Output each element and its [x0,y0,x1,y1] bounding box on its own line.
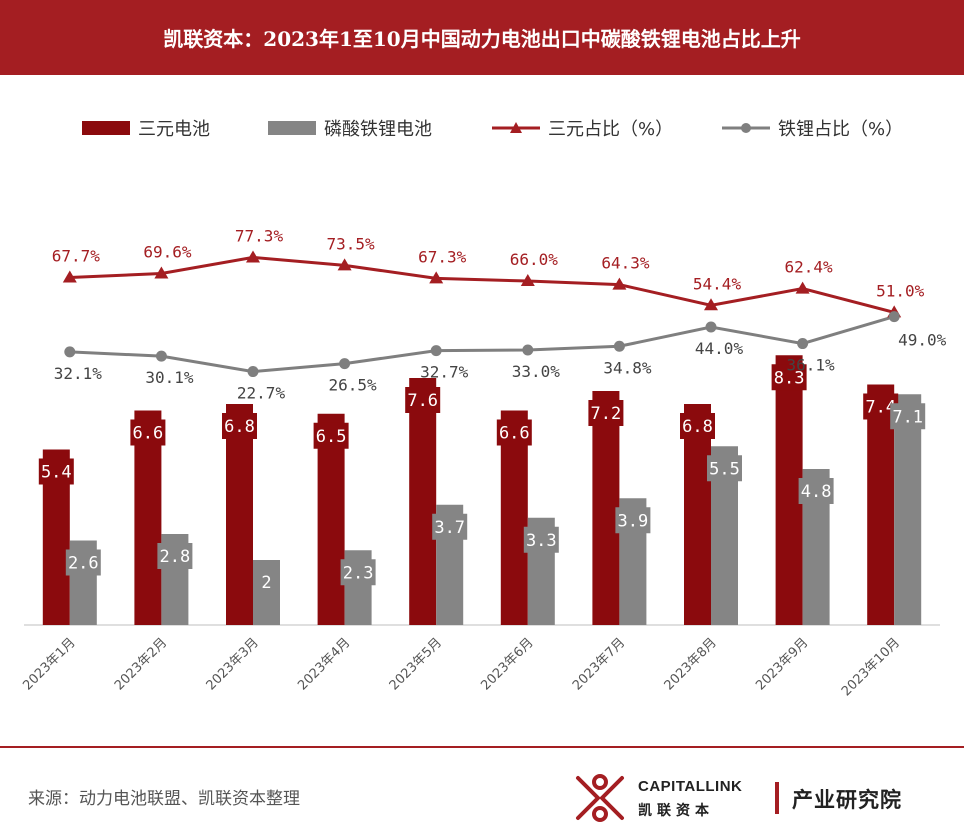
bar-label-ternary-1: 5.4 [41,463,72,483]
line-label-ternary-6: 66.0% [510,250,559,269]
bar-label-lfp-2: 2.8 [160,547,191,567]
legend-item-lfp-share: 铁锂占比（%） [722,112,903,144]
bar-ternary-10 [867,385,894,626]
x-tick-label-10: 2023年10月 [839,635,903,699]
line-label-ternary-3: 77.3% [235,226,284,245]
x-tick-label-8: 2023年8月 [662,635,720,693]
source-note: 来源：动力电池联盟、凯联资本整理 [28,784,300,809]
legend-swatch-lfp-bar [268,121,316,135]
institute-name: 产业研究院 [792,784,902,814]
line-label-lfp-8: 44.0% [695,339,744,358]
bar-label-lfp-10: 7.1 [892,407,923,427]
point-lfp-share-8 [706,322,717,333]
x-tick-label-4: 2023年4月 [295,635,353,693]
x-tick-label-3: 2023年3月 [204,635,262,693]
chart-plot-area: 5.4 2.6 2023年1月 6.6 2.8 2023年2月 6.8 2 2023年3月 6.5… [0,150,964,750]
logo-text-cn: 凯联资本 [638,800,714,820]
bar-label-lfp-9: 4.8 [801,482,832,502]
line-label-lfp-10: 49.0% [898,331,947,350]
line-label-ternary-10: 51.0% [876,281,925,300]
point-lfp-share-1 [64,346,75,357]
bar-label-ternary-5: 7.6 [407,391,438,411]
line-label-lfp-1: 32.1% [54,364,103,383]
point-ternary-share-9 [796,282,810,294]
bar-label-ternary-7: 7.2 [591,404,622,424]
bar-label-lfp-6: 3.3 [526,531,557,551]
x-tick-label-2: 2023年2月 [112,635,170,693]
legend-label-ternary-share: 三元占比（%） [548,115,673,141]
legend-label-lfp-share: 铁锂占比（%） [778,115,903,141]
x-tick-label-1: 2023年1月 [20,635,78,693]
bar-label-lfp-8: 5.5 [709,459,740,479]
x-tick-label-6: 2023年6月 [478,635,536,693]
logo-text-en: CAPITALLINK [638,778,742,795]
capitallink-emblem-icon [570,770,630,826]
legend-label-lfp-battery: 磷酸铁锂电池 [324,115,432,141]
legend-item-ternary-share: 三元占比（%） [492,112,673,144]
bar-label-lfp-5: 3.7 [434,518,465,538]
bar-ternary-5 [409,378,436,625]
legend-marker-lfp-line [722,121,770,135]
legend-marker-ternary-line [492,121,540,135]
point-lfp-share-6 [522,345,533,356]
bar-label-ternary-8: 6.8 [682,417,713,437]
bar-label-lfp-3: 2 [261,573,271,593]
line-label-ternary-5: 67.3% [418,247,467,266]
bar-label-lfp-1: 2.6 [68,554,99,574]
line-label-ternary-9: 62.4% [785,258,834,277]
point-lfp-share-7 [614,341,625,352]
line-lfp-share [70,317,894,372]
line-label-lfp-4: 26.5% [329,376,378,395]
chart-header: 凯联资本：2023年1至10月中国动力电池出口中碳酸铁锂电池占比上升 [0,0,964,75]
logo-separator [775,782,779,814]
line-label-lfp-7: 34.8% [603,358,652,377]
x-tick-label-9: 2023年9月 [753,635,811,693]
legend-item-lfp-battery: 磷酸铁锂电池 [268,112,432,144]
bar-label-ternary-3: 6.8 [224,417,255,437]
line-label-lfp-6: 33.0% [512,362,561,381]
capitallink-logo: CAPITALLINK 凯联资本 产业研究院 [570,770,930,826]
bar-ternary-9 [776,355,803,625]
legend-item-ternary-battery: 三元电池 [82,112,210,144]
footer-divider [0,746,964,748]
line-label-ternary-1: 67.7% [52,247,101,266]
point-lfp-share-9 [797,338,808,349]
line-label-lfp-3: 22.7% [237,384,286,403]
bar-label-ternary-6: 6.6 [499,424,530,444]
line-label-lfp-5: 32.7% [420,363,469,382]
x-tick-label-7: 2023年7月 [570,635,628,693]
point-lfp-share-3 [248,366,259,377]
bar-label-ternary-4: 6.5 [316,427,347,447]
chart-title: 凯联资本：2023年1至10月中国动力电池出口中碳酸铁锂电池占比上升 [163,23,800,52]
line-label-ternary-7: 64.3% [601,254,650,273]
line-ternary-share [70,257,894,312]
bar-label-lfp-7: 3.9 [618,511,649,531]
line-label-lfp-9: 36.1% [787,356,836,375]
point-lfp-share-4 [339,358,350,369]
legend-swatch-ternary-bar [82,121,130,135]
legend-label-ternary-battery: 三元电池 [138,115,210,141]
line-label-ternary-2: 69.6% [143,243,192,262]
point-lfp-share-10 [889,311,900,322]
chart-legend: 三元电池 磷酸铁锂电池 三元占比（%） 铁锂占比（%） [0,112,964,144]
bar-label-lfp-4: 2.3 [343,563,374,583]
bar-label-ternary-2: 6.6 [133,424,164,444]
line-label-ternary-8: 54.4% [693,274,742,293]
line-label-ternary-4: 73.5% [327,234,376,253]
x-tick-label-5: 2023年5月 [387,635,445,693]
line-label-lfp-2: 30.1% [145,368,194,387]
bar-ternary-7 [592,391,619,625]
point-lfp-share-2 [156,351,167,362]
point-lfp-share-5 [431,345,442,356]
